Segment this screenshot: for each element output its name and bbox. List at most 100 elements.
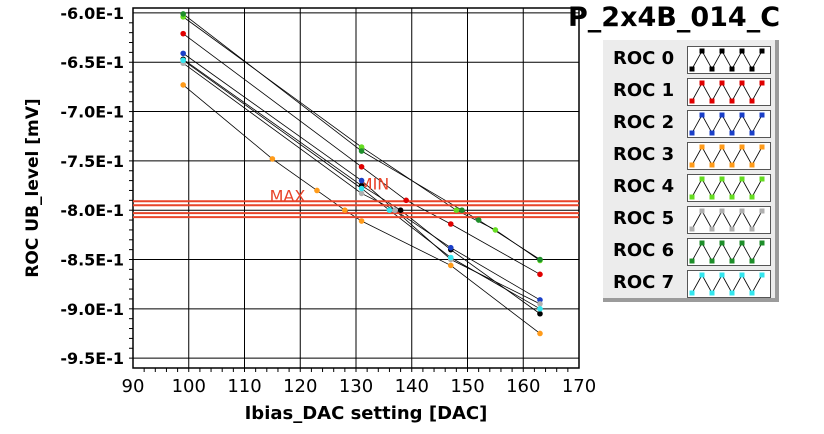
legend-zigzag-roc-7 — [689, 272, 765, 296]
data-point-roc-3 — [447, 262, 454, 269]
legend-label-roc-1: ROC 1 — [613, 80, 675, 101]
legend-marker-roc-7 — [749, 290, 755, 296]
x-tick-label: 140 — [395, 376, 429, 397]
legend-marker-roc-0 — [709, 66, 715, 72]
legend-swatch-roc-2 — [687, 110, 771, 138]
legend-marker-roc-5 — [759, 208, 765, 214]
legend-marker-roc-1 — [749, 98, 755, 104]
legend-marker-roc-1 — [739, 80, 745, 86]
data-point-roc-6 — [475, 217, 482, 223]
data-point-roc-2 — [447, 244, 454, 251]
legend-swatch-roc-4 — [687, 174, 771, 202]
data-point-roc-6 — [180, 11, 186, 17]
legend-label-roc-0: ROC 0 — [613, 48, 675, 69]
data-point-roc-7 — [180, 57, 186, 64]
legend-marker-roc-6 — [739, 240, 745, 246]
legend-marker-roc-5 — [689, 226, 695, 232]
data-point-roc-3 — [269, 156, 276, 162]
data-point-roc-7 — [537, 306, 543, 312]
data-point-roc-7 — [358, 185, 365, 192]
legend-marker-roc-7 — [759, 272, 765, 278]
legend-marker-roc-0 — [729, 66, 735, 72]
legend-zigzag-roc-2 — [689, 112, 765, 136]
legend-marker-roc-6 — [759, 240, 765, 246]
legend-marker-roc-2 — [719, 112, 725, 118]
legend-marker-roc-0 — [759, 48, 765, 54]
legend-marker-roc-2 — [759, 112, 765, 118]
legend-marker-roc-5 — [749, 226, 755, 232]
legend-line-roc-5 — [691, 210, 763, 230]
legend-swatch-roc-1 — [687, 78, 771, 106]
series-line-5 — [394, 209, 452, 260]
legend-marker-roc-2 — [689, 130, 695, 136]
y-tick-label: -6.0E-1 — [60, 4, 124, 23]
legend-marker-roc-2 — [749, 130, 755, 136]
legend-marker-roc-6 — [719, 240, 725, 246]
legend-line-roc-1 — [691, 82, 763, 102]
series-line-2 — [450, 247, 541, 301]
series-line-3 — [361, 220, 451, 266]
data-point-roc-6 — [459, 207, 465, 213]
legend-marker-roc-4 — [749, 194, 755, 200]
legend-zigzag-roc-0 — [689, 48, 765, 72]
legend-swatch-roc-5 — [687, 206, 771, 234]
y-tick-label: -8.0E-1 — [60, 201, 124, 220]
legend-marker-roc-7 — [709, 290, 715, 296]
legend-zigzag-roc-5 — [689, 208, 765, 232]
legend-marker-roc-2 — [709, 130, 715, 136]
legend-marker-roc-4 — [689, 194, 695, 200]
data-point-roc-2 — [537, 297, 543, 303]
legend-marker-roc-6 — [689, 258, 695, 264]
legend-marker-roc-4 — [709, 194, 715, 200]
legend-marker-roc-3 — [699, 144, 705, 150]
series-line-1 — [361, 166, 407, 201]
legend-marker-roc-7 — [719, 272, 725, 278]
legend-marker-roc-6 — [699, 240, 705, 246]
legend-line-roc-3 — [691, 146, 763, 166]
legend-marker-roc-1 — [719, 80, 725, 86]
series-line-7 — [450, 257, 541, 310]
legend-label-roc-7: ROC 7 — [613, 272, 675, 293]
legend-marker-roc-1 — [699, 80, 705, 86]
data-point-roc-4 — [358, 144, 365, 150]
series-line-3 — [450, 265, 541, 334]
legend-marker-roc-7 — [699, 272, 705, 278]
legend-marker-roc-2 — [699, 112, 705, 118]
reference-label-min: MIN — [359, 174, 390, 193]
legend-marker-roc-5 — [699, 208, 705, 214]
legend-marker-roc-0 — [719, 48, 725, 54]
legend-marker-roc-1 — [759, 80, 765, 86]
legend-swatch-roc-7 — [687, 270, 771, 298]
legend-marker-roc-5 — [739, 208, 745, 214]
legend-marker-roc-0 — [689, 66, 695, 72]
legend-zigzag-roc-3 — [689, 144, 765, 168]
legend-swatch-roc-6 — [687, 238, 771, 266]
legend-line-roc-2 — [691, 114, 763, 134]
legend-marker-roc-4 — [759, 176, 765, 182]
legend-marker-roc-1 — [709, 98, 715, 104]
data-point-roc-1 — [403, 197, 409, 204]
legend-marker-roc-3 — [749, 162, 755, 168]
legend-marker-roc-7 — [739, 272, 745, 278]
data-point-roc-6 — [358, 148, 365, 154]
series-line-2 — [182, 53, 362, 181]
data-point-roc-6 — [537, 256, 543, 263]
data-point-roc-3 — [342, 207, 348, 213]
series-line-3 — [344, 209, 362, 222]
x-tick-label: 150 — [450, 376, 484, 397]
data-point-roc-5 — [358, 190, 365, 197]
legend-marker-roc-4 — [699, 176, 705, 182]
x-tick-label: 160 — [506, 376, 540, 397]
series-line-0 — [182, 58, 362, 186]
y-tick-label: -9.0E-1 — [60, 300, 124, 319]
legend-marker-roc-1 — [729, 98, 735, 104]
legend-marker-roc-3 — [729, 162, 735, 168]
legend: ROC 0 ROC 1 ROC 2 ROC 3 ROC 4 ROC 5 ROC 6 ROC 7 — [603, 40, 779, 302]
series-line-7 — [361, 188, 390, 211]
x-axis-label: Ibias_DAC setting [DAC] — [245, 403, 488, 424]
series-line-1 — [182, 33, 362, 168]
series-line-3 — [182, 84, 273, 160]
legend-marker-roc-4 — [719, 176, 725, 182]
